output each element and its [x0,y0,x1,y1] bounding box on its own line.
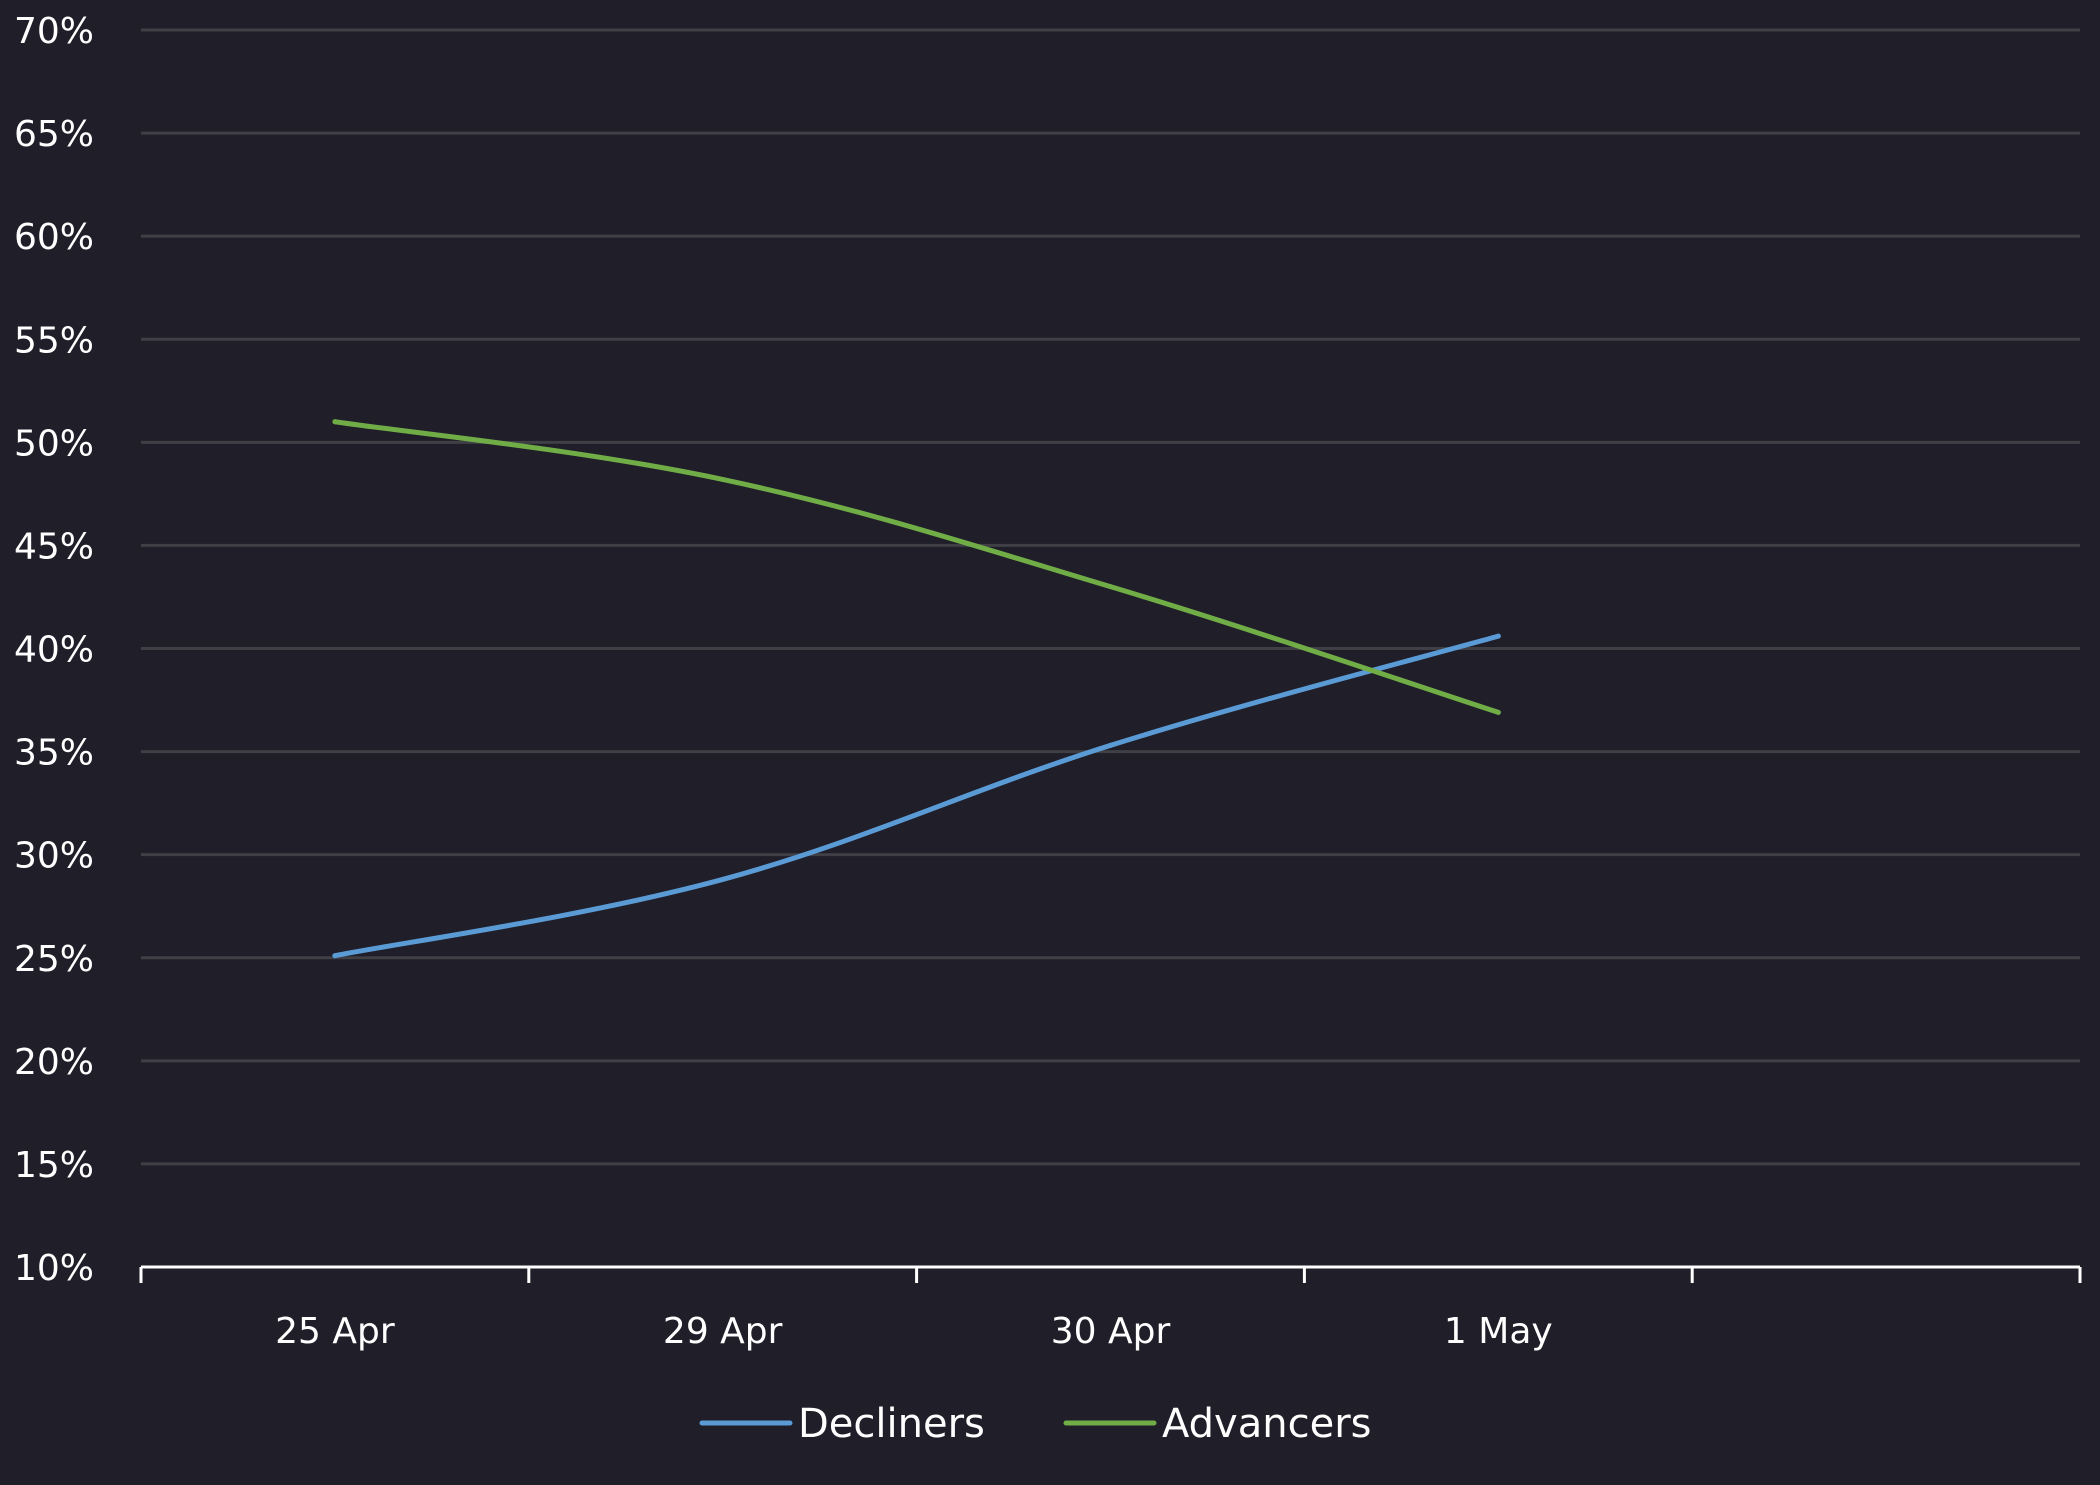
legend-label: Decliners [798,1401,985,1447]
data-point-advancers [1495,709,1501,715]
data-point-decliners [1495,633,1501,639]
y-tick-label: 50% [14,423,94,464]
x-tick-label: 29 Apr [663,1311,783,1352]
gridlines [141,28,2080,1166]
x-axis [139,1265,2082,1283]
data-point-advancers [332,419,338,425]
y-tick-label: 40% [14,630,94,671]
series-line-decliners [332,633,1501,959]
y-tick-label: 20% [14,1042,94,1083]
y-tick-label: 45% [14,526,94,567]
data-point-advancers [720,476,726,482]
y-axis-tick-labels: 10% 15% 20% 25% 30% 35% 40% 45% 50% 55% 60% 65% 70% [14,11,94,1289]
legend: Decliners Advancers [699,1401,1371,1447]
legend-item-advancers: Advancers [1063,1401,1371,1447]
y-tick-label: 55% [14,320,94,361]
legend-item-decliners: Decliners [699,1401,985,1447]
series-line-advancers [332,419,1501,715]
data-point-decliners [332,953,338,959]
x-axis-tick-labels: 25 Apr 29 Apr 30 Apr 1 May [275,1311,1553,1352]
x-tick-label: 25 Apr [275,1311,395,1352]
data-point-decliners [1108,742,1113,748]
y-tick-label: 35% [14,733,94,774]
legend-label: Advancers [1162,1401,1371,1447]
y-tick-label: 70% [14,11,94,52]
y-tick-label: 10% [14,1248,94,1289]
series-lines [332,419,1501,959]
y-tick-label: 60% [14,217,94,258]
y-tick-label: 65% [14,114,94,155]
y-tick-label: 25% [14,939,94,980]
x-tick-label: 1 May [1444,1311,1553,1352]
y-tick-label: 15% [14,1145,94,1186]
data-point-advancers [1108,584,1113,590]
data-point-decliners [720,876,726,882]
y-tick-label: 30% [14,836,94,877]
x-tick-label: 30 Apr [1051,1311,1171,1352]
